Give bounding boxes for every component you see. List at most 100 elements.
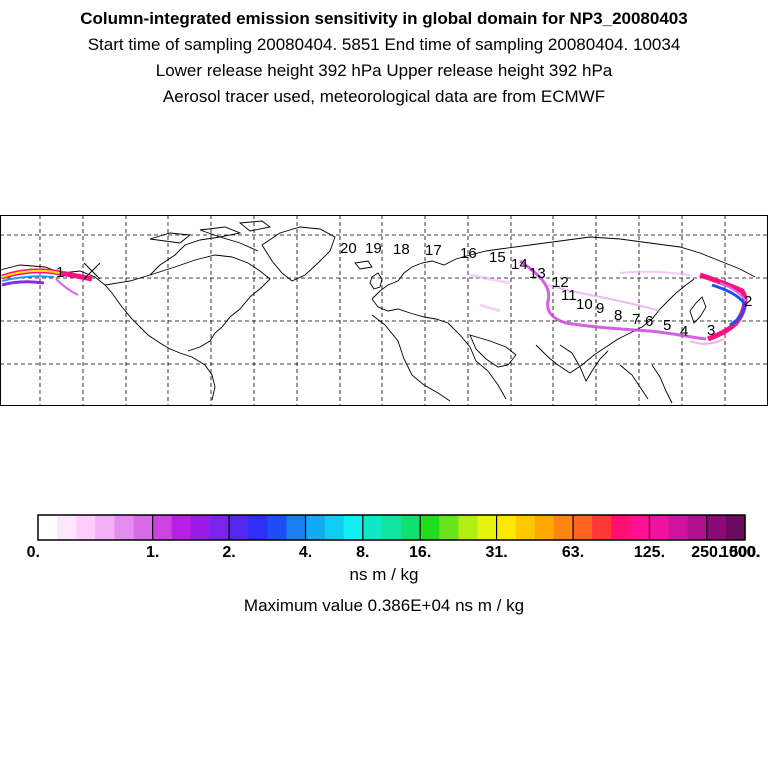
colorbar-tick-label: 500. [729,544,760,561]
colorbar-tick-label: 4. [299,544,312,561]
trajectory-label-4: 4 [680,323,688,340]
trajectory-label-5: 5 [663,317,671,334]
coastlines [0,220,756,404]
trajectory-label-1: 1 [56,264,64,281]
colorbar-cell [57,515,77,540]
colorbar-tick-label: 8. [356,544,369,561]
coast-arabia [469,334,517,368]
coast-southeast-asia [619,364,673,404]
coast-uk [369,272,383,290]
colorbar-tick-label: 2. [222,544,235,561]
colorbar-cell [209,515,230,540]
colorbar-cell [401,515,421,540]
sensitivity-plume [1,259,748,345]
coast-iceland [354,260,373,270]
release-height-line: Lower release height 392 hPa Upper relea… [155,61,613,80]
map-frame [0,215,768,406]
colorbar-units: ns m / kg [349,565,419,584]
colorbar-cell [95,515,115,540]
trajectory-label-10: 10 [576,296,593,313]
colorbar-cell [687,515,708,540]
colorbar-dividers [152,515,746,540]
trajectory-label-8: 8 [614,307,622,324]
trajectory-label-15: 15 [489,249,506,266]
trajectory-label-6: 6 [645,313,653,330]
trajectory-label-7: 7 [632,311,640,328]
colorbar-cell [611,515,631,540]
colorbar-frame [37,514,746,541]
coast-greenland [261,226,336,282]
colorbar-cell [305,515,326,540]
colorbar-cell [515,515,536,540]
trajectory-label-2: 2 [744,293,752,310]
colorbar-cell [267,515,287,540]
coast-north-america [104,236,271,401]
colorbar-cell [706,515,727,540]
colorbar-cell [171,515,192,540]
coast-japan [689,296,707,324]
colorbar: 0. 1. 2. 4. 8. 16. 31. 63. 125. 250. 500.1000. [27,514,761,561]
colorbar-cell [420,515,440,540]
colorbar-cell [477,515,497,540]
trajectory-label-19: 19 [365,240,382,257]
colorbar-cell [324,515,345,540]
title-block: Column-integrated emission sensitivity i… [0,6,768,110]
colorbar-cell [534,515,555,540]
colorbar-cell [152,515,173,540]
trajectory-label-17: 17 [425,242,442,259]
colorbar-cell [190,515,211,540]
colorbar-cell [649,515,669,540]
colorbar-cell [630,515,650,540]
colorbar-cell [668,515,689,540]
colorbar-cells [38,515,746,540]
colorbar-cell [286,515,306,540]
coast-canada-islands [149,220,272,244]
colorbar-tick-label: 1. [146,544,159,561]
colorbar-cell [343,515,364,540]
trajectory-label-13: 13 [529,265,546,282]
colorbar-tick-label: 16. [409,544,431,561]
plot-title: Column-integrated emission sensitivity i… [80,9,688,28]
colorbar-cell [248,515,268,540]
colorbar-tick-label: 125. [634,544,665,561]
colorbar-cell [496,515,517,540]
world-map: 1 2 3 4 5 6 7 8 9 10 11 12 13 14 15 16 1… [0,215,768,406]
trajectory-label-3: 3 [707,322,715,339]
trajectory-label-9: 9 [596,300,604,317]
trajectory-label-12: 12 [552,274,569,291]
trajectory-label-11: 11 [561,287,577,304]
colorbar-cell [573,515,593,540]
colorbar-tick-label: 0. [27,544,40,561]
colorbar-cell [76,515,96,540]
colorbar-tick-label: 1000. [720,544,760,561]
coast-india [559,344,609,382]
colorbar-cell [725,515,746,540]
colorbar-cell [229,515,249,540]
colorbar-cell [553,515,574,540]
coast-asia [499,236,756,374]
trajectory-label-18: 18 [393,241,410,258]
colorbar-cell [592,515,612,540]
colorbar-tick-label: 63. [562,544,584,561]
colorbar-cell [439,515,459,540]
release-location-x-mark [83,262,101,280]
colorbar-tick-label: 31. [485,544,507,561]
trajectory-label-20: 20 [340,240,357,257]
trajectory-labels: 1 2 3 4 5 6 7 8 9 10 11 12 13 14 15 16 1… [56,240,752,340]
coast-africa [371,314,507,402]
colorbar-tick-labels: 0. 1. 2. 4. 8. 16. 31. 63. 125. 250. 500.1000. [27,544,761,561]
colorbar-tick-label: 250. [691,544,722,561]
coast-europe [371,248,501,324]
trajectory-label-16: 16 [460,245,477,262]
graticule [0,215,768,406]
sampling-time-line: Start time of sampling 20080404. 5851 En… [87,35,681,54]
colorbar-cell [458,515,478,540]
maximum-value: Maximum value 0.386E+04 ns m / kg [243,596,525,615]
colorbar-cell [38,515,58,540]
colorbar-cell [114,515,134,540]
trajectory-label-14: 14 [511,256,528,273]
colorbar-cell [362,515,383,540]
colorbar-cell [133,515,154,540]
tracer-info-line: Aerosol tracer used, meteorological data… [162,87,606,106]
colorbar-cell [381,515,402,540]
